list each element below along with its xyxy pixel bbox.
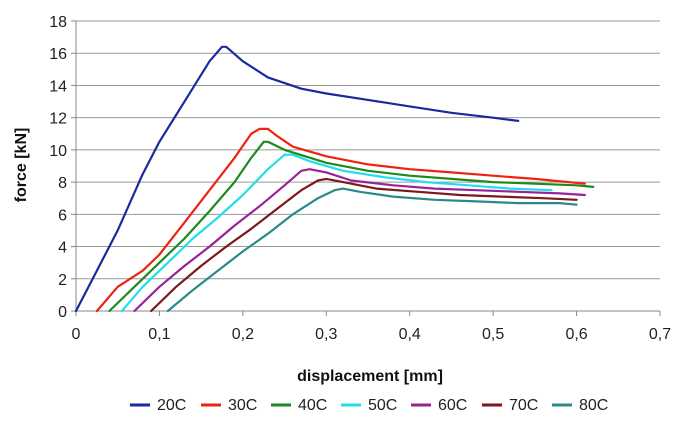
legend: 20C 30C 40C 50C 60C 70C 80C [130,397,608,414]
x-tick-label-3: 0,3 [315,326,337,343]
legend-label-70C: 70C [509,397,538,414]
y-tick-label-8: 16 [49,46,67,63]
series-line-20C [74,45,520,313]
y-tick-label-9: 18 [49,14,67,31]
x-tick-label-7: 0,7 [649,326,671,343]
y-tick-label-4: 8 [58,175,67,192]
x-tick-label-2: 0,2 [232,326,254,343]
y-tick-label-7: 14 [49,78,67,95]
y-tick-label-3: 6 [58,207,67,224]
y-tick-label-1: 2 [58,272,67,289]
series-line-30C [95,127,587,313]
x-tick-label-5: 0,5 [482,326,504,343]
legend-label-50C: 50C [368,397,397,414]
x-tick-label-4: 0,4 [399,326,421,343]
series-line-40C [108,140,595,313]
series-line-60C [133,168,587,313]
x-axis-title: displacement [mm] [297,368,443,385]
y-tick-label-0: 0 [58,304,67,321]
legend-label-30C: 30C [228,397,257,414]
y-tick-label-6: 12 [49,111,67,128]
series-line-80C [166,187,578,313]
y-tick-label-5: 10 [49,143,67,160]
y-axis-title: force [kN] [13,128,30,203]
x-tick-label-1: 0,1 [148,326,170,343]
legend-label-60C: 60C [438,397,467,414]
series-lines [74,45,595,313]
legend-label-40C: 40C [298,397,327,414]
series-line-50C [120,153,553,313]
legend-label-80C: 80C [579,397,608,414]
legend-label-20C: 20C [157,397,186,414]
axes [71,20,661,316]
x-tick-label-0: 0 [72,326,81,343]
series-line-70C [150,177,578,313]
x-tick-label-6: 0,6 [565,326,587,343]
tick-labels: 0 2 4 6 8 10 12 14 16 18 0 0,1 0,2 0,3 0,4 0,5 0,6 0,7 [49,14,671,343]
y-tick-label-2: 4 [58,240,67,257]
